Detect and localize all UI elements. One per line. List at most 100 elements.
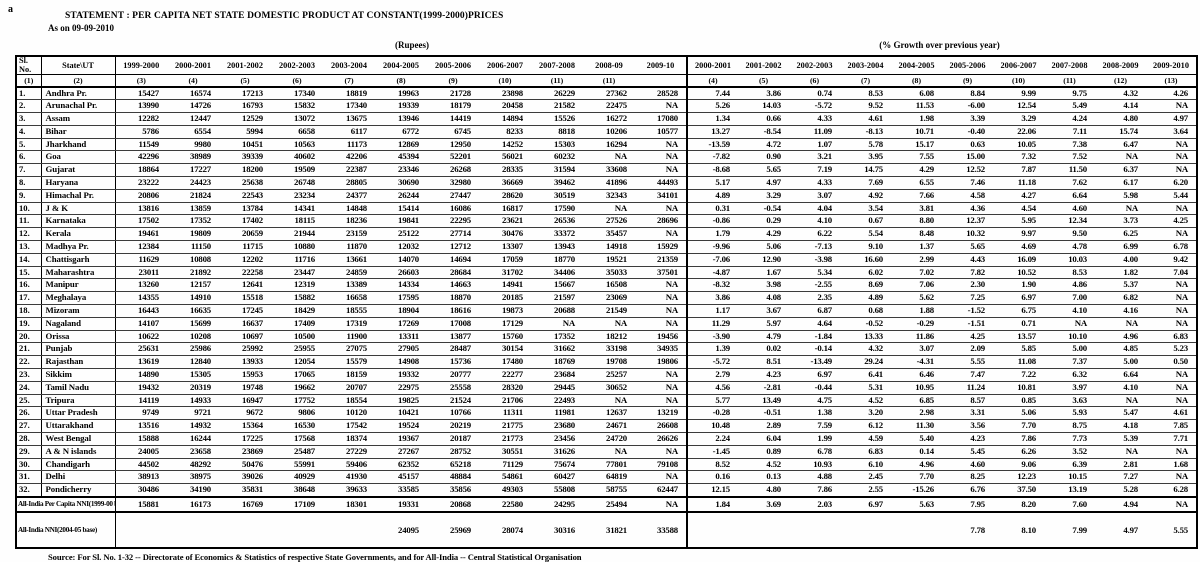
rupee-value-cell: 15667 <box>531 278 583 293</box>
growth-year-header: 2007-2008 <box>1044 56 1095 75</box>
col-number: (7) <box>323 74 375 88</box>
state-cell: Pondicherry <box>41 483 116 498</box>
growth-value-cell: 12.34 <box>1044 214 1095 229</box>
growth-value-cell: 6.26 <box>993 445 1044 459</box>
rupee-value-cell: 28805 <box>323 176 375 190</box>
rupee-value-cell: 14726 <box>167 99 219 114</box>
growth-value-cell: 4.80 <box>738 483 789 498</box>
growth-value-cell: -0.51 <box>738 406 789 421</box>
growth-value-cell: 5.55 <box>1173 525 1188 535</box>
rupee-year-header: 2001-2002 <box>219 56 271 75</box>
rupee-value-cell: 48884 <box>427 470 479 485</box>
rupee-value-cell: 13619 <box>115 355 167 370</box>
growth-value-cell: 5.62 <box>891 291 942 306</box>
state-cell: Orissa <box>41 330 116 344</box>
growth-value-cell: 8.10 <box>1021 525 1036 535</box>
growth-value-cell: -3.98 <box>789 253 840 267</box>
table-header: Sl. No. State\UT 1999-2000 2000-2001 2001-200… <box>16 56 1197 88</box>
rupee-value-cell: 21944 <box>271 227 323 242</box>
rupee-value-cell: 17480 <box>479 355 531 370</box>
rupee-value-cell: 12202 <box>219 253 271 267</box>
growth-value-cell: NA <box>1146 138 1197 152</box>
rupee-value-cell: 19367 <box>375 432 427 446</box>
rupee-value-cell: 21824 <box>167 189 219 203</box>
rupee-value-cell: 55808 <box>531 483 583 498</box>
rupee-value-cell: 12384 <box>115 240 167 254</box>
rupee-value-cell: 39026 <box>219 470 271 485</box>
growth-value-cell: 5.55 <box>942 355 993 370</box>
growth-value-cell: NA <box>1146 368 1197 382</box>
col-number: (10) <box>479 74 531 88</box>
rupee-value-cell: 62447 <box>635 483 688 498</box>
state-ut-header: State\UT <box>41 56 116 75</box>
rupee-value-cell: 9721 <box>167 406 219 421</box>
state-cell: Andhra Pr. <box>41 86 116 101</box>
rupee-value-cell: 13990 <box>115 99 167 114</box>
growth-value-cell: 7.46 <box>942 176 993 190</box>
growth-value-cell: 7.85 <box>1146 419 1197 434</box>
growth-value-cell: -0.44 <box>789 381 840 395</box>
growth-value-cell: 5.37 <box>1095 278 1146 293</box>
rupee-value-cell: 14107 <box>115 317 167 331</box>
rupee-value-cell: 32980 <box>427 176 479 190</box>
growth-value-cell: 3.67 <box>738 304 789 318</box>
growth-value-cell: 13.33 <box>840 330 891 344</box>
rupee-value-cell: 12637 <box>583 406 635 421</box>
growth-value-cell: 6.97 <box>993 291 1044 306</box>
rupee-value-cell: 12869 <box>375 138 427 152</box>
rupee-value-cell: 41930 <box>323 470 375 485</box>
rupee-value-cell: 18236 <box>323 214 375 229</box>
state-cell: J & K <box>41 202 116 216</box>
growth-value-cell: 16.60 <box>840 253 891 267</box>
growth-value-cell: 6.04 <box>738 432 789 446</box>
state-cell: Mizoram <box>41 304 116 318</box>
growth-value-cell: 1.98 <box>891 112 942 126</box>
rupee-value-cell: 25969 <box>450 525 471 535</box>
growth-value-cell: 2.24 <box>687 432 738 446</box>
growth-value-cell: 5.85 <box>993 342 1044 357</box>
sl-cell: 31. <box>16 470 42 485</box>
growth-unit-label: (% Growth over previous year) <box>879 40 1000 50</box>
rupee-value-cell: 15699 <box>167 317 219 331</box>
rupee-year-header: 2003-2004 <box>323 56 375 75</box>
growth-value-cell: 11.86 <box>891 330 942 344</box>
growth-value-cell: -0.54 <box>738 202 789 216</box>
growth-value-cell: 5.28 <box>1095 483 1146 498</box>
sl-cell: 5. <box>16 138 42 152</box>
rupee-value-cell: 19806 <box>635 355 688 370</box>
growth-value-cell: 7.62 <box>1044 176 1095 190</box>
rupee-value-cell: 23346 <box>375 163 427 178</box>
rupee-value-cell: 23222 <box>115 176 167 190</box>
growth-value-cell: 4.10 <box>789 214 840 229</box>
growth-value-cell: -9.96 <box>687 240 738 254</box>
rupee-value-cell: 12447 <box>167 112 219 126</box>
table-row: 32. Pondicherry 30486 34190 35831 38648 39633 3… <box>16 483 1197 498</box>
rupee-value-cell: 25122 <box>375 227 427 242</box>
growth-year-header: 2005-2006 <box>942 56 993 75</box>
col-number: (10) <box>993 74 1044 88</box>
rupee-value-cell: 17409 <box>271 317 323 331</box>
growth-value-cell: 3.52 <box>1044 445 1095 459</box>
growth-value-cell: 9.42 <box>1146 253 1197 267</box>
rupee-value-cell: NA <box>635 445 688 459</box>
growth-value-cell: 9.10 <box>840 240 891 254</box>
sl-cell: 4. <box>16 125 42 139</box>
rupee-value-cell: 15832 <box>271 99 323 114</box>
growth-value-cell: 7.95 <box>942 496 993 513</box>
growth-year-header: 2003-2004 <box>840 56 891 75</box>
growth-value-cell: -0.29 <box>891 317 942 331</box>
growth-value-cell: 13.27 <box>687 125 738 139</box>
rupee-value-cell: NA <box>635 368 688 382</box>
growth-value-cell: 6.10 <box>840 458 891 472</box>
growth-value-cell: 6.37 <box>1095 163 1146 178</box>
rupee-value-cell: 20219 <box>427 419 479 434</box>
rupee-value-cell: 21892 <box>167 266 219 280</box>
rupee-value-cell: 30476 <box>479 227 531 242</box>
rupee-value-cell: 38648 <box>271 483 323 498</box>
growth-value-cell: 7.73 <box>1044 432 1095 446</box>
growth-value-cell: 5.39 <box>1095 432 1146 446</box>
rupee-value-cell: 27714 <box>427 227 479 242</box>
growth-value-cell: 3.86 <box>687 291 738 306</box>
growth-value-cell: 1.88 <box>891 304 942 318</box>
growth-value-cell: 4.96 <box>891 458 942 472</box>
